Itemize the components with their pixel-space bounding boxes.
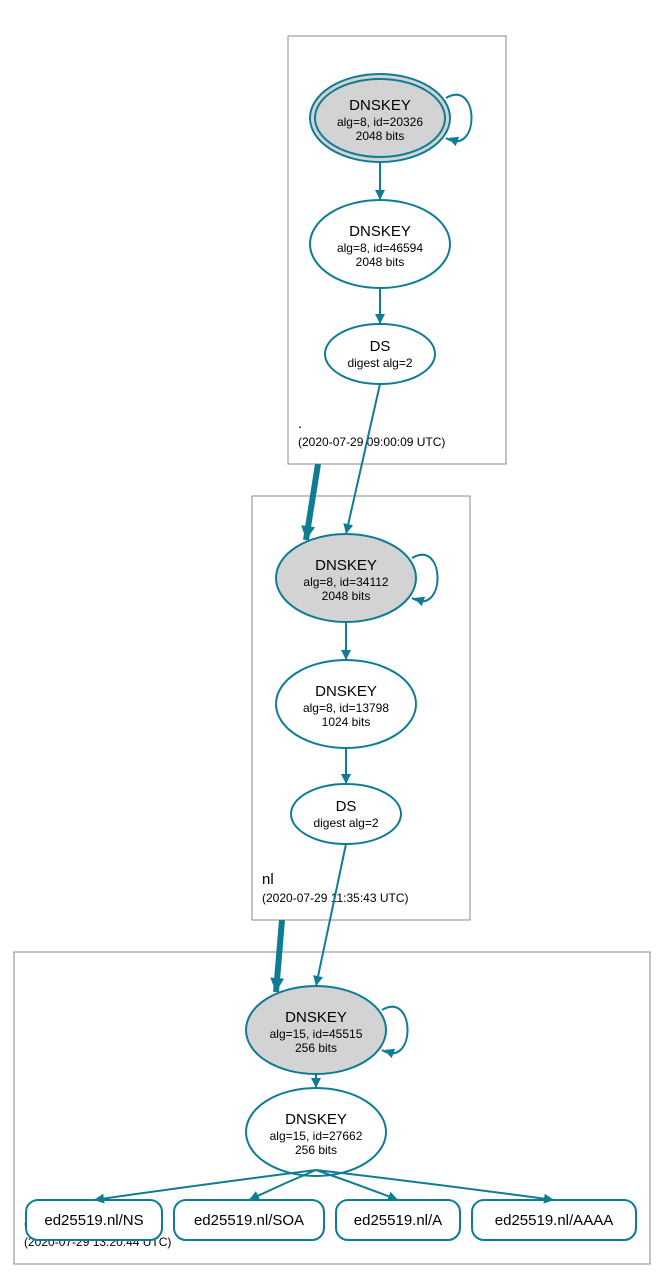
node-label: DNSKEY [349,97,411,114]
node-label: alg=8, id=13798 [303,701,389,715]
edge [316,844,346,986]
node-label: ed25519.nl/SOA [194,1212,304,1229]
node-label: 1024 bits [322,715,371,729]
node-label: DNSKEY [349,223,411,240]
zone-timestamp: (2020-07-29 09:00:09 UTC) [298,435,445,449]
node-label: 2048 bits [356,129,405,143]
node-label: DS [370,338,391,355]
node-label: 256 bits [295,1143,337,1157]
node-label: alg=8, id=46594 [337,241,423,255]
zone-name: . [298,415,302,432]
node-label: digest alg=2 [313,816,378,830]
node-label: DNSKEY [285,1009,347,1026]
node-label: DNSKEY [285,1111,347,1128]
node-label: alg=15, id=45515 [270,1027,363,1041]
node-label: ed25519.nl/AAAA [495,1212,613,1229]
node-label: ed25519.nl/NS [44,1212,143,1229]
node-label: 2048 bits [322,589,371,603]
node-label: alg=8, id=20326 [337,115,423,129]
node-label: DS [336,798,357,815]
node-label: alg=8, id=34112 [303,575,389,589]
node-label: alg=15, id=27662 [270,1129,363,1143]
node-label: DNSKEY [315,557,377,574]
zone-name: nl [262,871,274,888]
edge [346,384,380,534]
node-label: digest alg=2 [347,356,412,370]
node-label: 256 bits [295,1041,337,1055]
edge [316,1170,554,1200]
node-label: DNSKEY [315,683,377,700]
node-label: 2048 bits [356,255,405,269]
node-label: ed25519.nl/A [354,1212,442,1229]
